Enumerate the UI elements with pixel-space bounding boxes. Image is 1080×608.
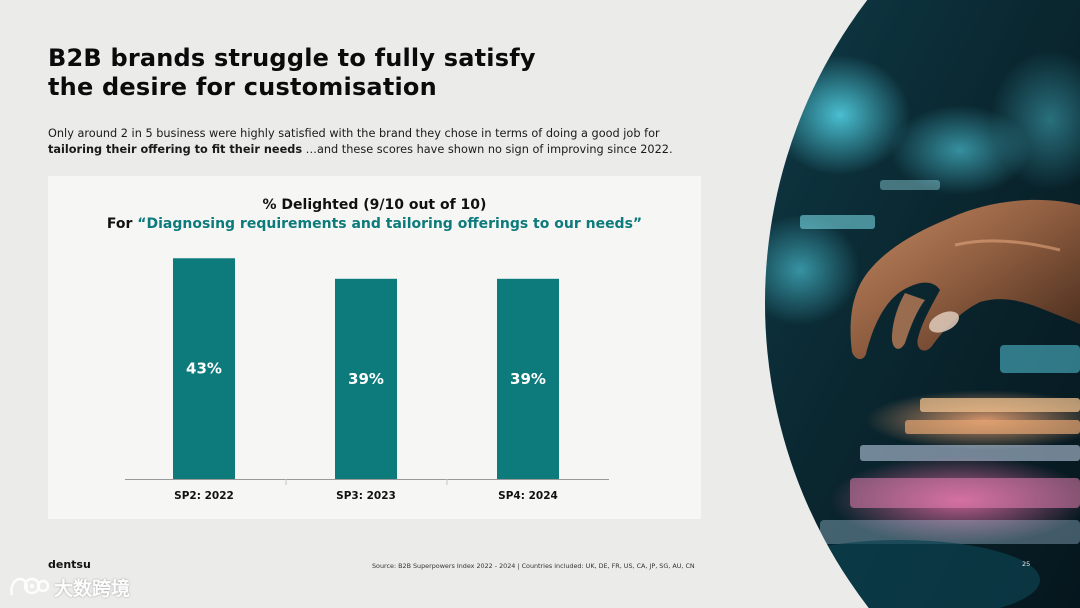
slide-subtitle: Only around 2 in 5 business were highly … [48,126,688,158]
subtitle-line-2: tailoring their offering to fit their ne… [48,142,688,158]
source-note: Source: B2B Superpowers Index 2022 - 202… [372,562,695,570]
watermark: 大数跨境 [8,574,130,601]
slide-title-line-2: the desire for customisation [48,73,437,101]
subtitle-line-1: Only around 2 in 5 business were highly … [48,127,660,140]
brand-logo-text: dentsu [48,558,91,571]
slide-title: B2B brands struggle to fully satisfy the… [48,44,608,102]
chart-title-prefix: For [106,216,138,232]
bar-chart: 43% SP2: 2022 39% SP3: 2023 39% SP4: 2024 [125,258,609,502]
bar-value-label-3: 39% [510,370,546,388]
chart-title-line-1: % Delighted (9/10 out of 10) [262,197,487,213]
category-label-3: SP4: 2024 [498,490,558,502]
bar-1 [173,258,235,479]
chart-title-highlight: “Diagnosing requirements and tailoring o… [137,216,643,232]
category-label-2: SP3: 2023 [336,490,396,502]
chart-title-line-2: For “Diagnosing requirements and tailori… [48,215,701,234]
slide-title-line-1: B2B brands struggle to fully satisfy [48,44,536,72]
bar-3 [497,278,559,479]
subtitle-rest-text: …and these scores have shown no sign of … [302,143,673,156]
category-label-1: SP2: 2022 [174,490,234,502]
bar-value-label-1: 43% [186,360,222,378]
chart-title: % Delighted (9/10 out of 10) For “Diagno… [48,196,701,234]
page-number: 25 [1022,560,1031,568]
bar-value-label-2: 39% [348,370,384,388]
photo-content [765,0,1080,608]
watermark-text: 大数跨境 [54,578,131,600]
camera-loop-logo-icon [10,577,50,595]
subtitle-bold-text: tailoring their offering to fit their ne… [48,143,303,156]
chart-panel: % Delighted (9/10 out of 10) For “Diagno… [48,176,701,519]
bar-2 [335,278,397,479]
